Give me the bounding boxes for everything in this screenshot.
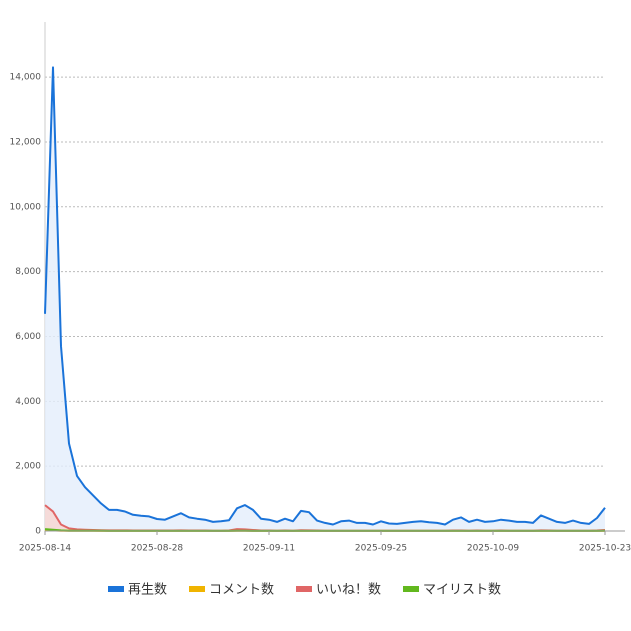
- x-tick-label: 2025-08-28: [131, 544, 184, 554]
- x-tick-label: 2025-09-25: [355, 544, 407, 554]
- legend-label: マイリスト数: [423, 583, 501, 598]
- y-tick-label: 10,000: [10, 202, 42, 212]
- y-tick-label: 2,000: [15, 462, 41, 472]
- legend-label: いいね！数: [316, 583, 381, 598]
- y-tick-label: 8,000: [15, 267, 41, 277]
- y-tick-label: 12,000: [10, 137, 42, 147]
- legend-swatch: [189, 586, 205, 592]
- legend-swatch: [403, 586, 419, 592]
- y-tick-label: 0: [35, 527, 41, 537]
- legend-label: コメント数: [209, 583, 274, 598]
- legend: 再生数 コメント数 いいね！数 マイリスト数: [108, 583, 501, 598]
- x-tick-label: 2025-09-11: [243, 544, 295, 554]
- y-tick-label: 6,000: [15, 332, 41, 342]
- legend-swatch: [108, 586, 124, 592]
- series-area: [45, 67, 605, 532]
- series-line: [44, 66, 606, 526]
- x-tick-label: 2025-10-09: [467, 544, 520, 554]
- y-tick-label: 4,000: [15, 397, 41, 407]
- y-tick-label: 14,000: [10, 73, 42, 83]
- legend-label: 再生数: [128, 583, 167, 598]
- x-tick-label: 2025-10-23: [579, 544, 631, 554]
- legend-swatch: [296, 586, 312, 592]
- x-tick-label: 2025-08-14: [19, 544, 72, 554]
